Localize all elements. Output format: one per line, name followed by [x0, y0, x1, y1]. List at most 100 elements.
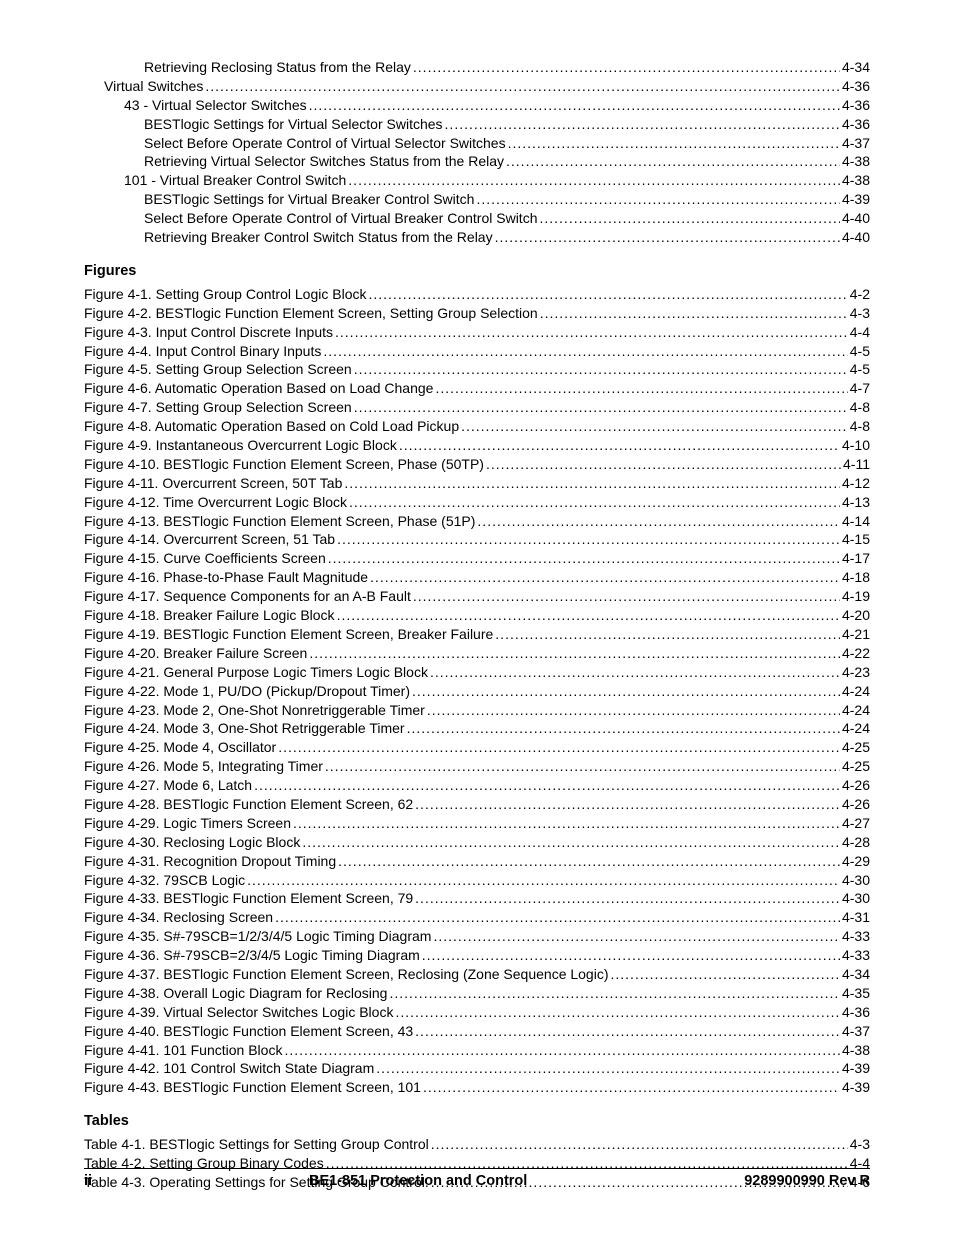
page-footer: ii BE1-851 Protection and Control 928990… — [84, 1168, 870, 1189]
toc-row: Figure 4-3. Input Control Discrete Input… — [84, 323, 870, 342]
toc-leader — [475, 512, 840, 531]
toc-entry-page: 4-34 — [840, 965, 870, 984]
toc-entry-page: 4-15 — [840, 530, 870, 549]
toc-row: Figure 4-35. S#-79SCB=1/2/3/4/5 Logic Ti… — [84, 927, 870, 946]
toc-section-top: Retrieving Reclosing Status from the Rel… — [84, 58, 870, 247]
toc-entry-page: 4-14 — [840, 512, 870, 531]
toc-leader — [252, 776, 840, 795]
toc-row: Figure 4-27. Mode 6, Latch 4-26 — [84, 776, 870, 795]
toc-entry-text: Figure 4-11. Overcurrent Screen, 50T Tab — [84, 474, 342, 493]
toc-entry-page: 4-36 — [840, 77, 870, 96]
toc-entry-page: 4-30 — [840, 889, 870, 908]
toc-row: Figure 4-39. Virtual Selector Switches L… — [84, 1003, 870, 1022]
toc-entry-text: Figure 4-20. Breaker Failure Screen — [84, 644, 307, 663]
toc-row: Figure 4-4. Input Control Binary Inputs … — [84, 342, 870, 361]
toc-row: Figure 4-9. Instantaneous Overcurrent Lo… — [84, 436, 870, 455]
toc-entry-text: Figure 4-34. Reclosing Screen — [84, 908, 273, 927]
toc-row: Retrieving Reclosing Status from the Rel… — [84, 58, 870, 77]
toc-leader — [245, 871, 840, 890]
toc-entry-page: 4-37 — [840, 1022, 870, 1041]
toc-entry-text: Figure 4-18. Breaker Failure Logic Block — [84, 606, 335, 625]
toc-row: BESTlogic Settings for Virtual Breaker C… — [84, 190, 870, 209]
toc-entry-text: Figure 4-42. 101 Control Switch State Di… — [84, 1059, 374, 1078]
toc-entry-page: 4-17 — [840, 549, 870, 568]
toc-entry-page: 4-13 — [840, 493, 870, 512]
toc-row: Figure 4-15. Curve Coefficients Screen 4… — [84, 549, 870, 568]
toc-entry-text: Figure 4-32. 79SCB Logic — [84, 871, 245, 890]
toc-entry-page: 4-24 — [840, 701, 870, 720]
toc-entry-page: 4-4 — [848, 323, 870, 342]
toc-entry-page: 4-24 — [840, 682, 870, 701]
toc-row: Figure 4-26. Mode 5, Integrating Timer 4… — [84, 757, 870, 776]
toc-row: Figure 4-32. 79SCB Logic 4-30 — [84, 871, 870, 890]
toc-entry-text: Figure 4-38. Overall Logic Diagram for R… — [84, 984, 387, 1003]
toc-row: Figure 4-43. BESTlogic Function Element … — [84, 1078, 870, 1097]
toc-row: Figure 4-1. Setting Group Control Logic … — [84, 285, 870, 304]
toc-entry-page: 4-8 — [848, 417, 870, 436]
toc-entry-page: 4-8 — [848, 398, 870, 417]
toc-entry-page: 4-33 — [840, 946, 870, 965]
toc-entry-text: Figure 4-33. BESTlogic Function Element … — [84, 889, 413, 908]
toc-entry-text: Figure 4-5. Setting Group Selection Scre… — [84, 360, 352, 379]
toc-leader — [443, 115, 840, 134]
toc-entry-text: Figure 4-7. Setting Group Selection Scre… — [84, 398, 352, 417]
toc-entry-page: 4-40 — [840, 209, 870, 228]
toc-leader — [346, 171, 840, 190]
toc-leader — [333, 323, 848, 342]
toc-entry-page: 4-25 — [840, 738, 870, 757]
toc-row: Figure 4-21. General Purpose Logic Timer… — [84, 663, 870, 682]
toc-entry-text: Figure 4-17. Sequence Components for an … — [84, 587, 411, 606]
toc-entry-text: Figure 4-43. BESTlogic Function Element … — [84, 1078, 421, 1097]
toc-leader — [609, 965, 840, 984]
page-body: Retrieving Reclosing Status from the Rel… — [0, 0, 954, 1192]
toc-row: Figure 4-6. Automatic Operation Based on… — [84, 379, 870, 398]
toc-leader — [374, 1059, 840, 1078]
toc-leader — [342, 474, 840, 493]
toc-entry-text: Figure 4-6. Automatic Operation Based on… — [84, 379, 433, 398]
toc-row: Virtual Switches 4-36 — [84, 77, 870, 96]
toc-leader — [431, 927, 840, 946]
toc-entry-text: Figure 4-12. Time Overcurrent Logic Bloc… — [84, 493, 347, 512]
toc-entry-page: 4-36 — [840, 115, 870, 134]
toc-entry-page: 4-10 — [840, 436, 870, 455]
toc-row: Figure 4-25. Mode 4, Oscillator 4-25 — [84, 738, 870, 757]
toc-entry-page: 4-30 — [840, 871, 870, 890]
toc-leader — [393, 1003, 840, 1022]
toc-entry-page: 4-38 — [840, 1041, 870, 1060]
toc-leader — [352, 360, 848, 379]
toc-entry-text: Figure 4-4. Input Control Binary Inputs — [84, 342, 321, 361]
toc-entry-text: Figure 4-19. BESTlogic Function Element … — [84, 625, 493, 644]
toc-leader — [321, 342, 847, 361]
toc-entry-page: 4-35 — [840, 984, 870, 1003]
toc-row: Figure 4-28. BESTlogic Function Element … — [84, 795, 870, 814]
toc-row: Figure 4-14. Overcurrent Screen, 51 Tab … — [84, 530, 870, 549]
toc-row: BESTlogic Settings for Virtual Selector … — [84, 115, 870, 134]
toc-entry-page: 4-22 — [840, 644, 870, 663]
toc-row: Figure 4-30. Reclosing Logic Block 4-28 — [84, 833, 870, 852]
footer-center: BE1-851 Protection and Control — [309, 1173, 527, 1189]
toc-leader — [504, 152, 840, 171]
toc-entry-page: 4-39 — [840, 1078, 870, 1097]
toc-row: Figure 4-36. S#-79SCB=2/3/4/5 Logic Timi… — [84, 946, 870, 965]
toc-leader — [413, 1022, 840, 1041]
toc-leader — [335, 606, 840, 625]
toc-entry-text: Figure 4-8. Automatic Operation Based on… — [84, 417, 459, 436]
toc-row: Figure 4-17. Sequence Components for an … — [84, 587, 870, 606]
toc-entry-text: Figure 4-25. Mode 4, Oscillator — [84, 738, 276, 757]
toc-row: Figure 4-38. Overall Logic Diagram for R… — [84, 984, 870, 1003]
toc-leader — [474, 190, 840, 209]
figures-list: Figure 4-1. Setting Group Control Logic … — [84, 285, 870, 1097]
footer-left: ii — [84, 1173, 92, 1189]
toc-leader — [291, 814, 840, 833]
toc-leader — [506, 134, 840, 153]
toc-entry-page: 4-39 — [840, 1059, 870, 1078]
toc-leader — [411, 587, 840, 606]
toc-row: Figure 4-11. Overcurrent Screen, 50T Tab… — [84, 474, 870, 493]
toc-leader — [420, 946, 840, 965]
toc-row: Figure 4-37. BESTlogic Function Element … — [84, 965, 870, 984]
toc-leader — [433, 379, 847, 398]
toc-entry-page: 4-25 — [840, 757, 870, 776]
toc-leader — [425, 701, 840, 720]
toc-entry-text: Figure 4-1. Setting Group Control Logic … — [84, 285, 366, 304]
toc-leader — [397, 436, 840, 455]
